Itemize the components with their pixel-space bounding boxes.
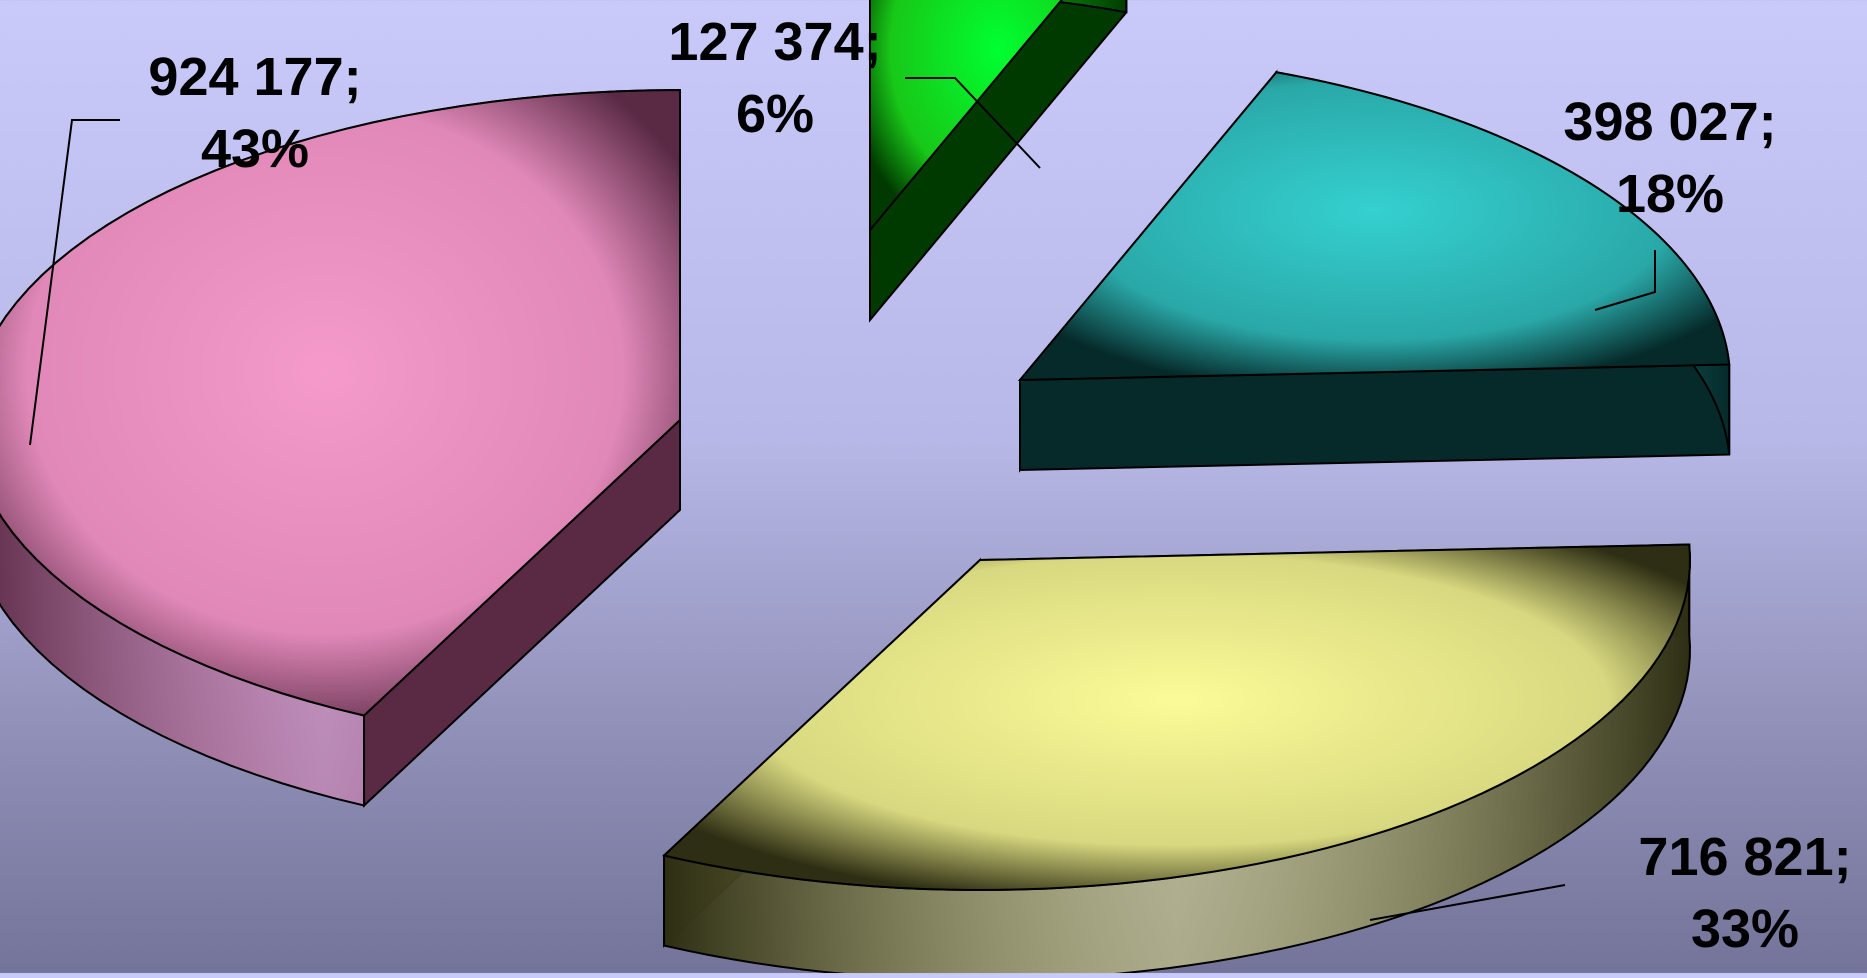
pie-slice-1 bbox=[0, 88, 681, 808]
leader-line-3 bbox=[1594, 250, 1656, 311]
pie-slice-4-top bbox=[661, 543, 1691, 891]
slice-2-percent-label: 6% bbox=[736, 84, 814, 144]
slice-3-value-label: 398 027; bbox=[1563, 92, 1776, 152]
slice-1-value-label: 924 177; bbox=[148, 47, 361, 107]
pie-slice-3-top bbox=[1017, 71, 1731, 382]
pie-slice-2-top bbox=[869, 0, 1063, 233]
pie-slice-2-side bbox=[1034, 0, 1128, 14]
leader-line-4 bbox=[1369, 884, 1566, 921]
pie-slice-4 bbox=[661, 543, 1691, 978]
slice-4-value-label: 716 821; bbox=[1638, 827, 1851, 887]
slice-2-value-label: 127 374; bbox=[668, 12, 881, 72]
leader-lines-layer bbox=[29, 77, 1656, 921]
slice-1-percent-label: 43% bbox=[201, 119, 309, 179]
slice-4-percent-label: 33% bbox=[1691, 899, 1799, 959]
labels-layer: 924 177; 43% 127 374; 6% 398 027; 18% 716 821;… bbox=[148, 12, 1851, 959]
leader-line-2 bbox=[905, 77, 1041, 169]
pie-slice-2 bbox=[869, 0, 1128, 323]
pie-slice-3-edge-b bbox=[1019, 363, 1731, 472]
leader-line-1 bbox=[29, 119, 120, 446]
slices-layer bbox=[0, 0, 1731, 978]
pie-slice-1-top bbox=[0, 88, 681, 717]
slice-3-percent-label: 18% bbox=[1616, 164, 1724, 224]
pie-slice-3 bbox=[1017, 69, 1731, 473]
